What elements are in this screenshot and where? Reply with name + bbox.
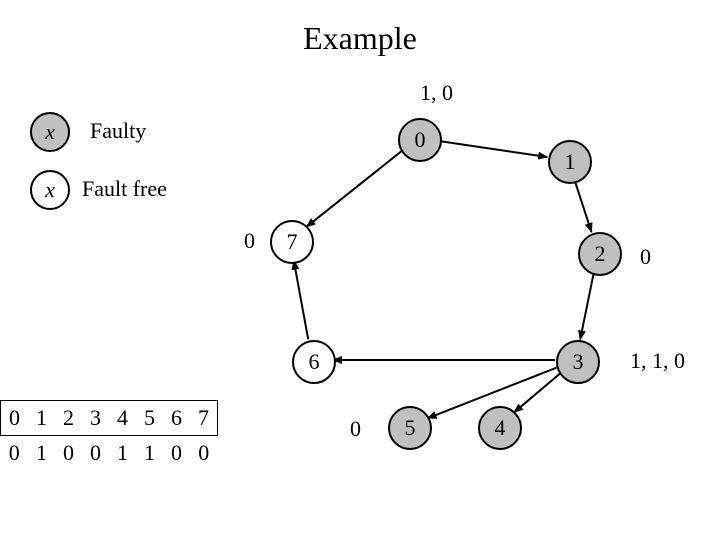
table-header-cell: 3: [82, 401, 109, 436]
edge-0-1: [439, 141, 547, 157]
table-cell: 1: [28, 436, 55, 471]
table-header-cell: 4: [109, 401, 136, 436]
node-7: 7: [270, 220, 314, 264]
edge-2-3: [580, 273, 594, 340]
page-title: Example: [0, 20, 720, 57]
table-header-cell: 1: [28, 401, 55, 436]
table-cell: 0: [82, 436, 109, 471]
legend-faulty-label: Faulty: [90, 118, 146, 144]
node-2-ext-label: 0: [640, 244, 651, 270]
edge-1-2: [575, 180, 592, 232]
table-cell: 0: [190, 436, 218, 471]
table-header-cell: 7: [190, 401, 218, 436]
edge-0-7: [306, 151, 401, 227]
table-cell: 1: [136, 436, 163, 471]
node-1: 1: [548, 140, 592, 184]
legend-faultfree-node: x: [30, 170, 70, 210]
table-header-cell: 6: [163, 401, 190, 436]
node-6: 6: [292, 340, 336, 384]
table-cell: 0: [55, 436, 82, 471]
data-table: 0123456701001100: [0, 400, 218, 470]
node-0-ext-label: 1, 0: [420, 80, 453, 106]
node-3: 3: [556, 340, 600, 384]
legend-faultfree-x: x: [45, 177, 55, 203]
legend-faulty-x: x: [45, 119, 55, 145]
table-cell: 1: [109, 436, 136, 471]
legend-faulty-node: x: [30, 112, 70, 152]
node-2: 2: [578, 232, 622, 276]
table-header-cell: 0: [1, 401, 29, 436]
node-6-ext-label: 0: [350, 416, 361, 442]
table-header-cell: 2: [55, 401, 82, 436]
node-4: 4: [478, 406, 522, 450]
node-5: 5: [388, 406, 432, 450]
node-0: 0: [398, 118, 442, 162]
table-cell: 0: [163, 436, 190, 471]
table-cell: 0: [1, 436, 29, 471]
node-3-ext-label: 1, 1, 0: [630, 348, 685, 374]
edge-6-7: [294, 261, 308, 340]
legend-faultfree-label: Fault free: [82, 176, 167, 202]
edge-3-4: [514, 374, 560, 413]
table-header-cell: 5: [136, 401, 163, 436]
node-7-ext-label: 0: [244, 228, 255, 254]
